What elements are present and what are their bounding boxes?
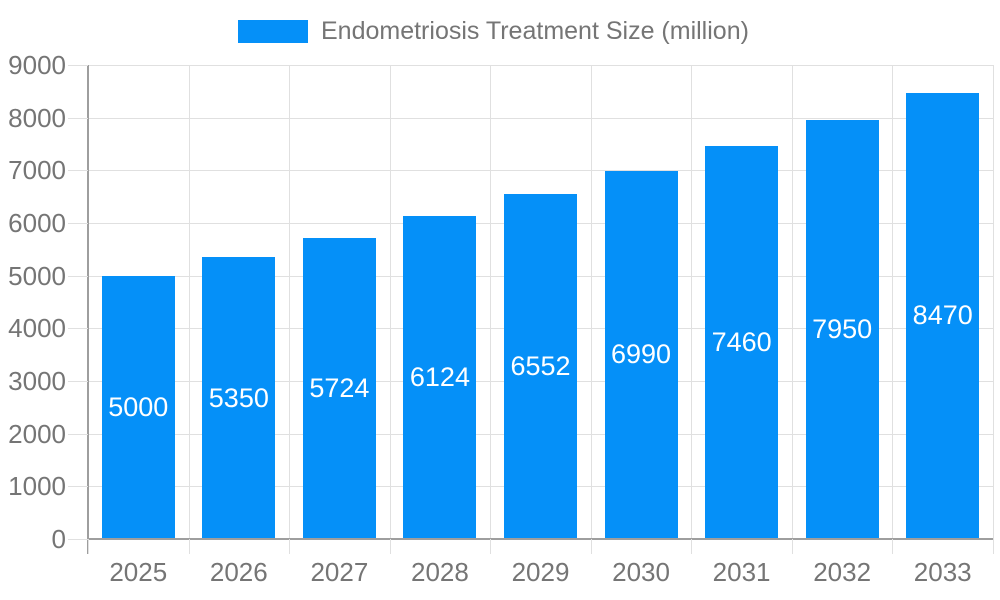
x-axis-tick-label: 2026 xyxy=(209,557,268,587)
bar-value-label: 5350 xyxy=(208,382,269,413)
gridline-vertical xyxy=(490,65,492,539)
bar[interactable]: 8470 xyxy=(906,92,980,539)
x-axis-tick-label: 2033 xyxy=(913,557,972,587)
bar-value-label: 7950 xyxy=(812,314,873,345)
bar[interactable]: 6552 xyxy=(504,193,577,539)
bar[interactable]: 6990 xyxy=(604,170,678,539)
gridline-vertical xyxy=(993,65,994,539)
gridline-vertical xyxy=(791,65,793,539)
y-axis-tick xyxy=(68,275,88,277)
gridline-vertical xyxy=(188,65,190,539)
x-axis-tick-label: 2031 xyxy=(712,557,771,587)
gridline-vertical xyxy=(389,65,391,539)
bar-value-label: 7460 xyxy=(711,327,772,358)
y-axis-line xyxy=(87,65,89,554)
x-axis-line xyxy=(87,538,993,540)
x-axis-tick xyxy=(389,539,391,554)
bar-value-label: 5724 xyxy=(309,372,370,403)
x-axis-tick-label: 2027 xyxy=(310,557,369,587)
bar-value-label: 6990 xyxy=(611,339,672,370)
x-axis-tick xyxy=(289,539,291,554)
bar-value-label: 8470 xyxy=(912,300,973,331)
gridline-vertical xyxy=(289,65,291,539)
bar[interactable]: 5350 xyxy=(202,257,276,539)
x-axis-tick xyxy=(993,539,994,554)
y-axis-tick-label: 1000 xyxy=(8,471,66,502)
x-axis-tick xyxy=(88,539,89,554)
plot-area: 5000 5350 5724 6124 6552 6990 7460 7950 8470 xyxy=(88,65,994,539)
bar[interactable]: 5000 xyxy=(101,275,175,539)
x-axis-tick xyxy=(892,539,894,554)
gridline-vertical xyxy=(590,65,592,539)
y-axis-tick-label: 2000 xyxy=(8,418,66,449)
y-axis-tick-label: 4000 xyxy=(8,313,66,344)
y-axis-tick-label: 3000 xyxy=(8,366,66,396)
x-axis-tick-label: 2030 xyxy=(612,557,670,587)
bar[interactable]: 7460 xyxy=(705,146,779,539)
legend-label: Endometriosis Treatment Size (million) xyxy=(321,17,749,45)
bar-value-label: 6124 xyxy=(409,362,470,393)
y-axis-tick-label: 9000 xyxy=(8,50,66,80)
gridline-horizontal xyxy=(88,117,993,119)
bar[interactable]: 5724 xyxy=(302,237,376,539)
x-axis-tick xyxy=(490,539,492,554)
x-axis-tick-label: 2028 xyxy=(411,557,469,587)
y-axis-tick-label: 7000 xyxy=(8,155,66,186)
gridline-horizontal xyxy=(88,170,993,172)
x-axis-tick-label: 2032 xyxy=(813,557,872,587)
y-axis-tick xyxy=(68,65,88,66)
y-axis-tick xyxy=(68,223,88,224)
y-axis-tick xyxy=(68,328,88,330)
x-axis-tick xyxy=(791,539,793,554)
x-axis-tick xyxy=(691,539,693,554)
bar[interactable]: 6124 xyxy=(403,216,477,539)
y-axis-tick-label: 8000 xyxy=(8,102,66,133)
y-axis-tick xyxy=(68,381,88,382)
y-axis-tick-label: 6000 xyxy=(8,208,66,238)
x-axis-tick xyxy=(590,539,592,554)
y-axis-tick xyxy=(68,486,88,488)
x-axis-tick-label: 2029 xyxy=(511,557,570,587)
legend-item[interactable]: Endometriosis Treatment Size (million) xyxy=(238,17,749,45)
bar-value-label: 5000 xyxy=(108,391,169,422)
x-axis-tick xyxy=(188,539,190,554)
y-axis-tick xyxy=(68,117,88,119)
gridline-vertical xyxy=(892,65,894,539)
y-axis-tick xyxy=(68,539,88,540)
gridline-horizontal xyxy=(88,65,993,66)
y-axis-tick-label: 0 xyxy=(51,524,66,554)
gridline-vertical xyxy=(691,65,693,539)
legend-swatch xyxy=(238,20,308,43)
x-axis-tick-label: 2025 xyxy=(109,557,168,587)
y-axis-tick xyxy=(68,170,88,172)
bar-value-label: 6552 xyxy=(510,350,571,381)
y-axis-tick xyxy=(68,433,88,435)
y-axis-tick-label: 5000 xyxy=(8,260,66,291)
bar[interactable]: 7950 xyxy=(805,120,879,539)
